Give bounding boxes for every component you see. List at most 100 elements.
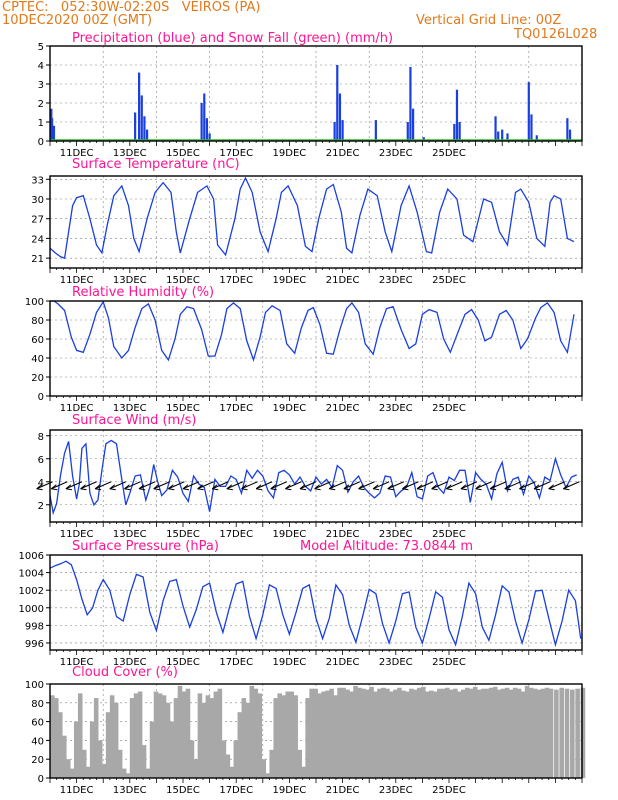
precip-bar [341, 120, 344, 141]
cloud-bar [229, 766, 235, 778]
y-tick-label: 4 [38, 478, 44, 489]
wind-arrow-head [504, 484, 511, 490]
cloud-bar [85, 766, 91, 778]
wind-arrow-head [95, 488, 102, 491]
precip-bar [566, 118, 569, 141]
x-day-label: 15DEC [166, 785, 200, 796]
y-tick-label: 20 [31, 755, 44, 766]
cloud-bar [381, 687, 386, 778]
y-tick-label: 40 [31, 736, 44, 747]
cloud-bar [201, 702, 207, 778]
precip-bar [453, 123, 456, 141]
x-day-label: 17DEC [219, 148, 253, 159]
cloud-bar [89, 721, 95, 778]
wind-arrow-head [168, 488, 175, 491]
precip-bar [411, 108, 415, 141]
cloud-bar [460, 689, 466, 778]
x-day-label: 19DEC [273, 785, 307, 796]
wind-arrow [241, 481, 258, 490]
wind-arrow-head [548, 484, 555, 490]
wind-arrow-head [124, 484, 130, 490]
cloud-bar [425, 691, 430, 778]
x-day-label: 23DEC [379, 148, 413, 159]
wind-arrow-head [285, 484, 291, 490]
cloud-bar [575, 688, 580, 778]
wind-arrow [329, 481, 346, 490]
x-day-label: 23DEC [379, 657, 413, 668]
cloud-bar [554, 689, 559, 778]
x-day-label: 23DEC [379, 403, 413, 414]
wind-arrow-head [460, 484, 467, 490]
cloud-bar [253, 688, 259, 778]
cloud-bar [289, 691, 294, 778]
precip-bar [338, 93, 342, 141]
cloud-bar [209, 698, 215, 778]
wind-arrow [94, 481, 112, 490]
wind-arrow [533, 481, 551, 490]
cloud-bar [217, 688, 223, 778]
x-day-label: 21DEC [326, 529, 360, 540]
wind-arrow [446, 481, 463, 490]
x-day-label: 13DEC [113, 275, 147, 286]
cloud-bar [504, 687, 510, 778]
cloud-bar [293, 695, 298, 778]
y-tick-label: 4 [38, 61, 44, 72]
wind-arrow-head [533, 488, 541, 491]
x-day-label: 25DEC [432, 148, 466, 159]
cloud-bar [548, 688, 554, 778]
wind-arrow-head [138, 484, 145, 490]
cloud-bar [520, 691, 526, 778]
wind-arrow-head [285, 488, 292, 491]
cloud-bar [321, 691, 326, 778]
wind-arrow-head [475, 488, 482, 491]
wind-arrow [563, 481, 580, 490]
wind-arrow-head [153, 488, 160, 491]
header-grid-note: Vertical Grid Line: 00Z [416, 13, 562, 28]
x-day-label: 17DEC [219, 529, 253, 540]
cloud-bar [516, 688, 522, 778]
wind-arrow [460, 481, 478, 490]
cloud-bar [429, 690, 434, 778]
y-tick-label: 6 [38, 455, 44, 466]
cloud-bar [137, 691, 143, 778]
cloud-bar [213, 691, 219, 778]
cloud-bar [445, 687, 450, 778]
cloud-bar [121, 768, 127, 778]
precip-bar [51, 118, 54, 141]
cloud-bar [500, 688, 506, 778]
y-tick-label: 3 [38, 80, 44, 91]
x-day-label: 13DEC [113, 785, 147, 796]
x-day-label: 11DEC [60, 148, 94, 159]
x-day-label: 25DEC [432, 785, 466, 796]
wind-arrow-head [109, 484, 116, 490]
x-day-label: 21DEC [326, 403, 360, 414]
cloud-bar [484, 688, 490, 778]
cloud-bar [149, 721, 155, 778]
panel-subtitle: Model Altitude: 73.0844 m [300, 539, 473, 554]
header-run-id: TQ0126L028 [514, 27, 598, 42]
cloud-bar [559, 687, 564, 778]
wind-arrow-head [80, 488, 87, 491]
cloud-bar [456, 691, 462, 778]
cloud-bar [161, 695, 167, 778]
wind-arrow-head [50, 484, 57, 490]
wind-arrow-head [94, 484, 101, 490]
y-tick-label: 21 [31, 254, 44, 265]
cloud-bar [50, 695, 55, 778]
cloud-bar [441, 688, 446, 778]
precip-bar [333, 122, 336, 141]
wind-arrow-head [182, 488, 190, 491]
cloud-bar [389, 691, 394, 778]
x-day-label: 11DEC [60, 529, 94, 540]
wind-arrow-head [51, 488, 58, 491]
cloud-bar [349, 691, 354, 778]
x-day-label: 17DEC [219, 275, 253, 286]
cloud-bar [269, 749, 275, 778]
x-day-label: 21DEC [326, 785, 360, 796]
x-day-label: 15DEC [166, 657, 200, 668]
wind-arrow-head [299, 488, 307, 491]
wind-arrow-head [328, 484, 335, 490]
x-day-label: 17DEC [219, 657, 253, 668]
cloud-bar [488, 687, 494, 778]
x-day-label: 19DEC [273, 657, 307, 668]
